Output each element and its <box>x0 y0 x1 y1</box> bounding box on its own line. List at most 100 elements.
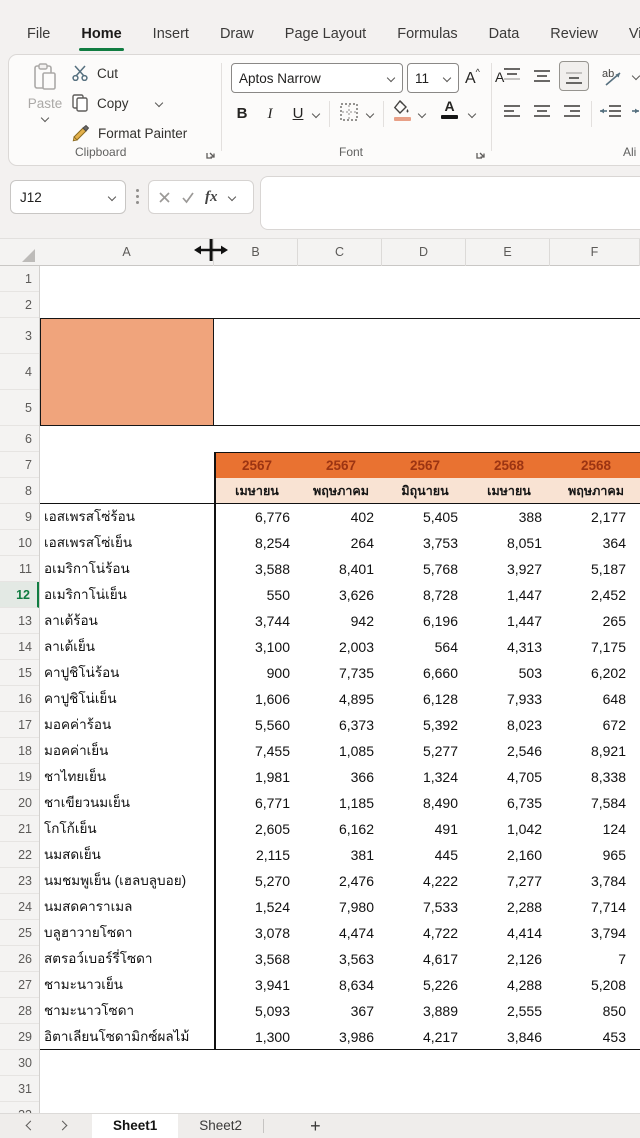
value-cell[interactable]: 4,895 <box>338 691 374 707</box>
format-painter-button[interactable]: Format Painter <box>71 121 187 145</box>
value-cell[interactable]: 3,100 <box>254 639 290 655</box>
row-header-13[interactable]: 13 <box>0 608 39 634</box>
row-header-1[interactable]: 1 <box>0 266 39 292</box>
column-header-D[interactable]: D <box>382 239 466 266</box>
month-header-cell[interactable]: พฤษภาคม <box>313 484 369 498</box>
row-header-7[interactable]: 7 <box>0 452 39 478</box>
value-cell[interactable]: 7,714 <box>590 899 626 915</box>
value-cell[interactable]: 4,414 <box>506 925 542 941</box>
value-cell[interactable]: 4,313 <box>506 639 542 655</box>
next-sheet-button[interactable] <box>58 1121 68 1131</box>
row-header-2[interactable]: 2 <box>0 292 39 318</box>
year-header-cell[interactable]: 2568 <box>580 458 612 473</box>
year-header-cell[interactable]: 2567 <box>325 458 357 473</box>
column-header-A[interactable]: A <box>40 239 214 266</box>
value-cell[interactable]: 2,115 <box>256 847 290 863</box>
value-cell[interactable]: 8,490 <box>422 795 458 811</box>
borders-button[interactable] <box>339 102 359 127</box>
new-sheet-button[interactable]: + <box>310 1115 321 1136</box>
value-cell[interactable]: 8,051 <box>506 535 542 551</box>
value-cell[interactable]: 7,175 <box>590 639 626 655</box>
year-header-cell[interactable]: 2568 <box>493 458 525 473</box>
value-cell[interactable]: 7,533 <box>422 899 458 915</box>
cancel-icon[interactable] <box>158 191 171 204</box>
value-cell[interactable]: 672 <box>602 717 626 733</box>
tab-data[interactable]: Data <box>488 26 520 42</box>
value-cell[interactable]: 3,588 <box>254 561 290 577</box>
value-cell[interactable]: 648 <box>602 691 626 707</box>
value-cell[interactable]: 2,555 <box>506 1003 542 1019</box>
value-cell[interactable]: 1,524 <box>254 899 290 915</box>
drink-label-cell[interactable]: บลูฮาวายโซดา <box>44 925 133 940</box>
value-cell[interactable]: 4,474 <box>338 925 374 941</box>
tab-home[interactable]: Home <box>68 16 134 52</box>
tab-view[interactable]: View <box>628 26 640 42</box>
tab-formulas[interactable]: Formulas <box>397 26 458 42</box>
row-header-27[interactable]: 27 <box>0 972 39 998</box>
name-box-drag-handle[interactable] <box>136 189 139 205</box>
fill-color-button[interactable] <box>393 100 411 121</box>
drink-label-cell[interactable]: สตรอว์เบอร์รี่โซดา <box>44 951 153 966</box>
drink-label-cell[interactable]: อเมริกาโน่เย็น <box>44 587 127 602</box>
sheet-tab-sheet1[interactable]: Sheet1 <box>92 1113 179 1138</box>
value-cell[interactable]: 5,093 <box>254 1003 290 1019</box>
paste-dropdown-chevron[interactable] <box>41 114 50 123</box>
value-cell[interactable]: 900 <box>266 665 290 681</box>
value-cell[interactable]: 3,078 <box>254 925 290 941</box>
value-cell[interactable]: 491 <box>434 821 458 837</box>
value-cell[interactable]: 7,455 <box>254 743 290 759</box>
value-cell[interactable]: 7,277 <box>506 873 542 889</box>
value-cell[interactable]: 8,023 <box>506 717 542 733</box>
font-color-chevron[interactable] <box>467 110 476 119</box>
row-header-23[interactable]: 23 <box>0 868 39 894</box>
value-cell[interactable]: 1,981 <box>254 769 290 785</box>
orientation-chevron[interactable] <box>631 72 640 81</box>
column-header-F[interactable]: F <box>550 239 640 266</box>
value-cell[interactable]: 8,254 <box>254 535 290 551</box>
font-color-button[interactable]: A <box>441 99 458 119</box>
value-cell[interactable]: 5,405 <box>422 509 458 525</box>
value-cell[interactable]: 402 <box>350 509 374 525</box>
value-cell[interactable]: 6,373 <box>338 717 374 733</box>
value-cell[interactable]: 3,794 <box>590 925 626 941</box>
value-cell[interactable]: 2,177 <box>590 509 626 525</box>
value-cell[interactable]: 7 <box>618 951 626 967</box>
drink-label-cell[interactable]: ลาเต้เย็น <box>44 639 95 654</box>
row-header-30[interactable]: 30 <box>0 1050 39 1076</box>
value-cell[interactable]: 2,160 <box>506 847 542 863</box>
year-header-cell[interactable]: 2567 <box>409 458 441 473</box>
font-name-combobox[interactable]: Aptos Narrow <box>231 63 403 93</box>
drink-label-cell[interactable]: ชาเขียวนมเย็น <box>44 795 130 810</box>
value-cell[interactable]: 1,447 <box>506 613 542 629</box>
drink-label-cell[interactable]: มอคค่าร้อน <box>44 717 112 732</box>
sheet-tab-sheet2[interactable]: Sheet2 <box>199 1117 243 1133</box>
value-cell[interactable]: 264 <box>350 535 374 551</box>
name-box[interactable]: J12 <box>10 180 126 214</box>
tab-draw[interactable]: Draw <box>219 26 254 42</box>
align-left-button[interactable] <box>501 101 523 128</box>
drink-label-cell[interactable]: คาปูชิโน่ร้อน <box>44 665 120 680</box>
bold-button[interactable]: B <box>236 105 248 122</box>
decrease-indent-button[interactable] <box>599 101 623 128</box>
paste-button[interactable]: Paste <box>23 63 67 155</box>
value-cell[interactable]: 453 <box>602 1029 626 1045</box>
cut-button[interactable]: Cut <box>71 61 118 85</box>
value-cell[interactable]: 5,187 <box>590 561 626 577</box>
value-cell[interactable]: 3,626 <box>338 587 374 603</box>
value-cell[interactable]: 7,933 <box>506 691 542 707</box>
row-header-22[interactable]: 22 <box>0 842 39 868</box>
value-cell[interactable]: 564 <box>434 639 458 655</box>
row-header-28[interactable]: 28 <box>0 998 39 1024</box>
name-box-chevron[interactable] <box>107 193 116 202</box>
row-header-18[interactable]: 18 <box>0 738 39 764</box>
row-header-3[interactable]: 3 <box>0 318 39 354</box>
value-cell[interactable]: 6,202 <box>590 665 626 681</box>
value-cell[interactable]: 942 <box>350 613 374 629</box>
value-cell[interactable]: 3,784 <box>590 873 626 889</box>
value-cell[interactable]: 2,546 <box>506 743 542 759</box>
value-cell[interactable]: 1,042 <box>506 821 542 837</box>
row-header-6[interactable]: 6 <box>0 426 39 452</box>
row-header-21[interactable]: 21 <box>0 816 39 842</box>
row-header-19[interactable]: 19 <box>0 764 39 790</box>
value-cell[interactable]: 364 <box>602 535 626 551</box>
